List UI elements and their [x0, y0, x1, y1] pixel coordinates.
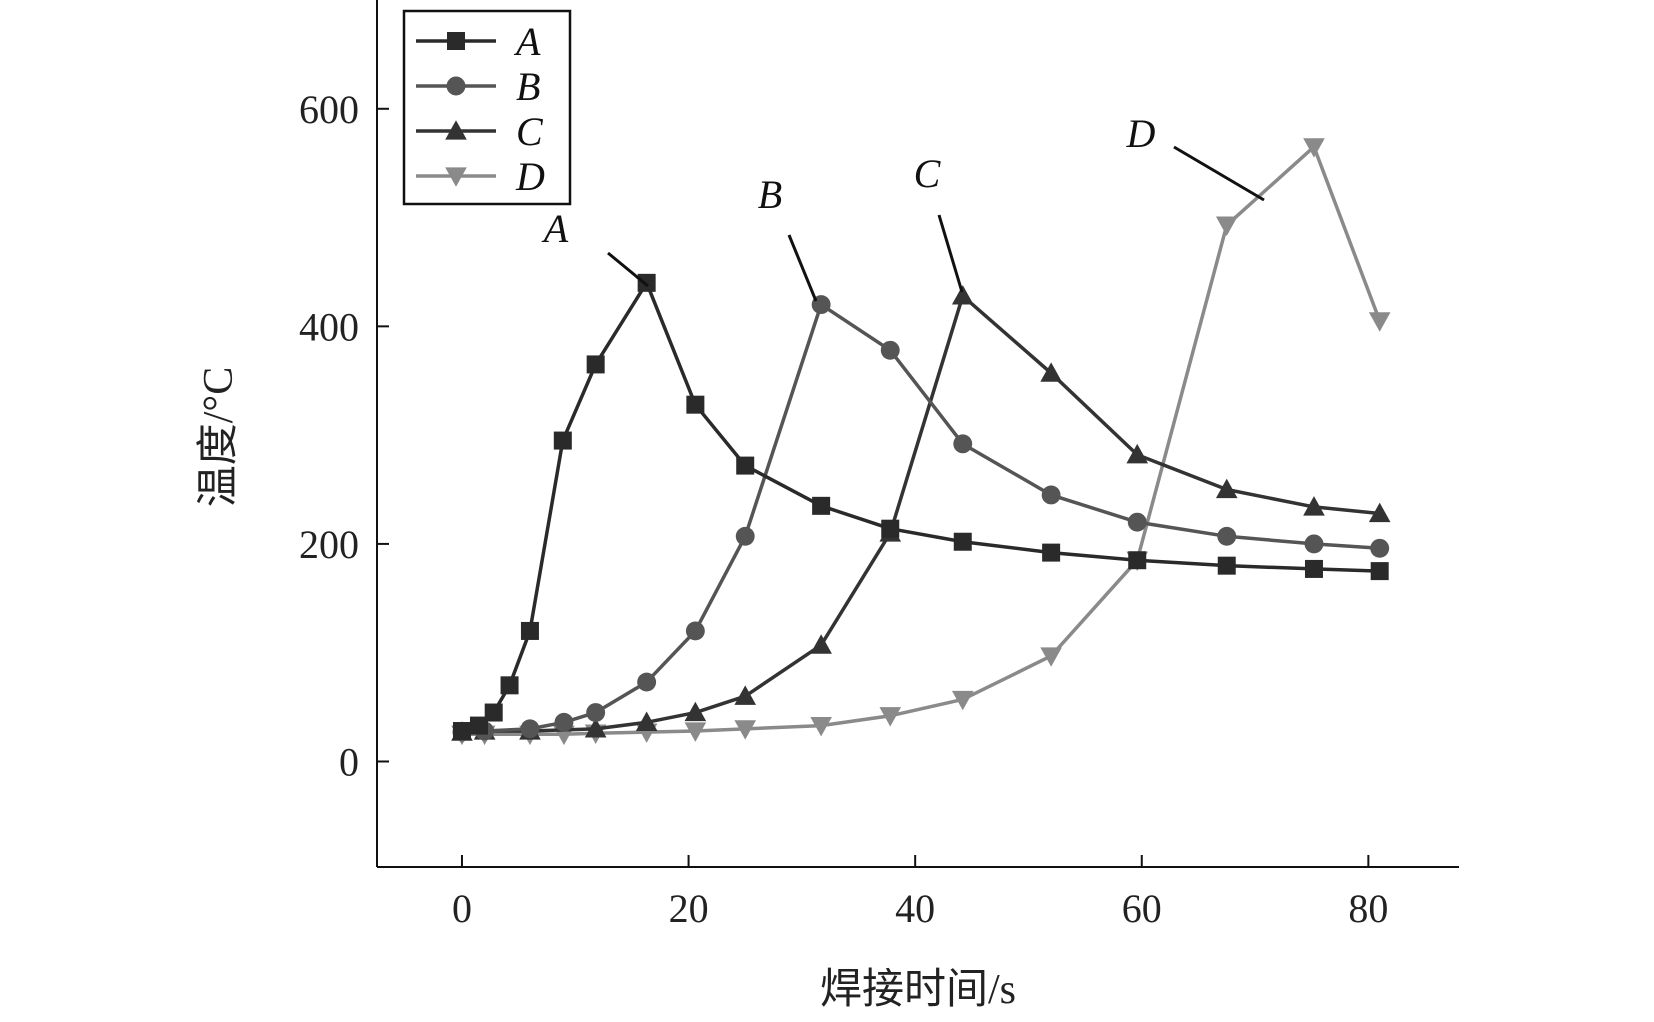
y-tick-label: 200	[299, 522, 359, 567]
data-point	[1040, 647, 1062, 667]
legend-label: A	[513, 19, 541, 64]
data-point	[736, 456, 755, 475]
data-point	[685, 621, 705, 641]
series-d	[451, 138, 1391, 746]
legend-label: C	[516, 109, 544, 154]
data-point	[1217, 556, 1236, 575]
data-point	[1128, 551, 1147, 570]
data-point	[1215, 216, 1238, 236]
series-b	[452, 295, 1390, 742]
data-point	[1217, 526, 1237, 546]
x-tick-label: 60	[1122, 886, 1162, 931]
x-axis-title: 焊接时间/s	[820, 967, 1016, 1013]
annotation-label: A	[541, 206, 569, 251]
data-point	[553, 431, 572, 450]
annotation-label: C	[914, 151, 942, 196]
data-point	[554, 712, 574, 732]
data-point	[520, 719, 540, 739]
data-point	[452, 722, 471, 741]
x-tick-label: 20	[669, 886, 709, 931]
data-point	[584, 718, 607, 738]
annotation-label: B	[758, 172, 782, 217]
x-tick-label: 80	[1348, 886, 1388, 931]
data-point	[1370, 538, 1390, 558]
data-point	[1127, 512, 1147, 532]
legend-marker	[445, 167, 467, 187]
series-line	[461, 281, 1380, 733]
data-point	[500, 676, 519, 695]
legend-box	[402, 9, 572, 206]
data-point	[953, 434, 973, 454]
axes: 0 20 40 60 80 0 200 400 600	[299, 0, 1459, 931]
annotation-line	[787, 234, 818, 302]
annotation-line	[1173, 145, 1265, 202]
legend-label: B	[516, 64, 540, 109]
data-point	[1215, 478, 1238, 499]
x-tick-label: 40	[895, 886, 935, 931]
annotation-line	[607, 251, 649, 288]
data-point	[635, 711, 658, 731]
x-tick-label: 0	[452, 886, 472, 931]
series-c	[451, 285, 1391, 741]
data-point	[1370, 562, 1389, 581]
data-point	[1041, 485, 1061, 505]
data-point	[1040, 362, 1062, 382]
data-point	[734, 720, 757, 740]
data-point	[1368, 312, 1391, 332]
data-point	[484, 703, 503, 722]
legend-marker	[447, 32, 465, 50]
data-point	[1042, 543, 1061, 562]
y-tick-label: 400	[299, 304, 359, 349]
legend-item-b: B	[416, 64, 540, 109]
data-point	[684, 722, 707, 742]
data-point	[520, 621, 539, 640]
data-point	[684, 701, 707, 722]
data-point	[734, 685, 757, 705]
legend-marker	[446, 76, 466, 96]
data-point	[1368, 502, 1391, 523]
legend-marker	[445, 120, 467, 140]
y-axis-title: 温度/°C	[196, 367, 242, 507]
data-point	[951, 285, 974, 305]
annotation-label: D	[1126, 111, 1156, 156]
data-point	[1126, 443, 1149, 464]
series-line	[461, 145, 1382, 737]
data-point	[586, 355, 605, 374]
data-point	[637, 273, 656, 292]
data-point	[735, 526, 755, 546]
legend-label: D	[515, 154, 545, 199]
data-point	[1304, 559, 1323, 578]
data-point	[637, 672, 657, 692]
data-point	[879, 707, 902, 727]
data-point	[1303, 138, 1325, 158]
legend-item-d: D	[416, 154, 545, 199]
data-point	[951, 690, 974, 711]
data-point	[953, 532, 972, 551]
annotations: A B C D	[541, 111, 1265, 302]
data-point	[469, 716, 488, 735]
y-tick-label: 600	[299, 87, 359, 132]
series-a	[452, 273, 1389, 741]
annotation-line	[937, 214, 964, 293]
data-point	[1303, 496, 1325, 516]
series-line	[461, 302, 1380, 734]
series-layer	[451, 138, 1391, 746]
data-point	[686, 395, 705, 414]
y-tick-label: 0	[339, 739, 359, 784]
data-point	[1304, 534, 1324, 554]
data-point	[812, 496, 831, 515]
data-point	[586, 703, 606, 722]
legend-item-a: A	[416, 19, 541, 64]
data-point	[810, 634, 832, 654]
data-point	[881, 519, 900, 538]
legend-item-c: C	[416, 109, 544, 154]
data-point	[880, 340, 900, 360]
data-point	[810, 716, 832, 737]
